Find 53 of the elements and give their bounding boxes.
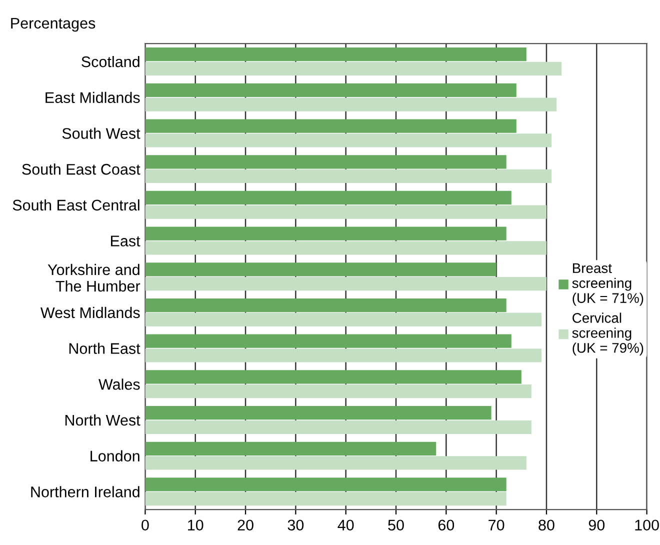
bar bbox=[145, 456, 526, 470]
x-tick-label: 60 bbox=[438, 520, 454, 531]
x-tick-label: 30 bbox=[288, 520, 304, 531]
bar bbox=[145, 384, 532, 398]
bar bbox=[145, 298, 506, 312]
x-tick-label: 70 bbox=[488, 520, 504, 531]
bar bbox=[145, 478, 506, 492]
x-tick-label: 80 bbox=[538, 520, 554, 531]
y-tick-label: London bbox=[90, 450, 140, 462]
y-tick-label: West Midlands bbox=[40, 306, 140, 318]
x-tick-label: 10 bbox=[188, 520, 204, 531]
y-tick-label: Yorkshire and The Humber bbox=[48, 264, 140, 292]
chart-title: Percentages bbox=[11, 18, 96, 32]
bar bbox=[145, 83, 516, 98]
bar bbox=[145, 241, 546, 255]
y-tick-label: Northern Ireland bbox=[31, 486, 140, 498]
x-tick-label: 90 bbox=[588, 520, 605, 531]
legend-label: Breast screening (UK = 71%) bbox=[572, 263, 644, 306]
legend-label: Cervical screening (UK = 79%) bbox=[572, 312, 644, 356]
x-tick-label: 20 bbox=[238, 520, 254, 531]
bar bbox=[145, 119, 516, 133]
bar bbox=[145, 262, 496, 276]
bar bbox=[145, 62, 562, 76]
bar bbox=[145, 169, 552, 184]
bar bbox=[145, 276, 546, 291]
bar bbox=[145, 155, 506, 169]
y-tick-label: East bbox=[111, 236, 140, 246]
bar bbox=[145, 334, 512, 348]
x-tick-label: 50 bbox=[388, 520, 404, 531]
bar bbox=[145, 370, 522, 384]
bar bbox=[145, 48, 526, 62]
y-tick-label: South West bbox=[62, 128, 140, 139]
bar bbox=[145, 420, 532, 434]
y-tick-label: East Midlands bbox=[46, 92, 140, 104]
x-tick-label: 100 bbox=[635, 520, 659, 531]
bar bbox=[145, 312, 542, 326]
x-tick-label: 0 bbox=[142, 520, 149, 531]
y-tick-label: South East Coast bbox=[22, 164, 140, 175]
bar bbox=[145, 406, 492, 420]
bar bbox=[145, 348, 542, 362]
bar bbox=[145, 226, 506, 240]
y-tick-label: North West bbox=[65, 414, 140, 426]
y-tick-label: North East bbox=[69, 342, 140, 354]
bar bbox=[145, 442, 436, 456]
y-tick-label: Scotland bbox=[82, 56, 140, 68]
bar bbox=[145, 134, 552, 148]
x-tick-label: 40 bbox=[338, 520, 354, 531]
bar bbox=[145, 98, 557, 112]
y-tick-label: Wales bbox=[98, 378, 140, 390]
bar bbox=[145, 190, 512, 205]
y-tick-label: South East Central bbox=[12, 199, 140, 211]
bar bbox=[145, 492, 506, 506]
bar bbox=[145, 205, 546, 219]
